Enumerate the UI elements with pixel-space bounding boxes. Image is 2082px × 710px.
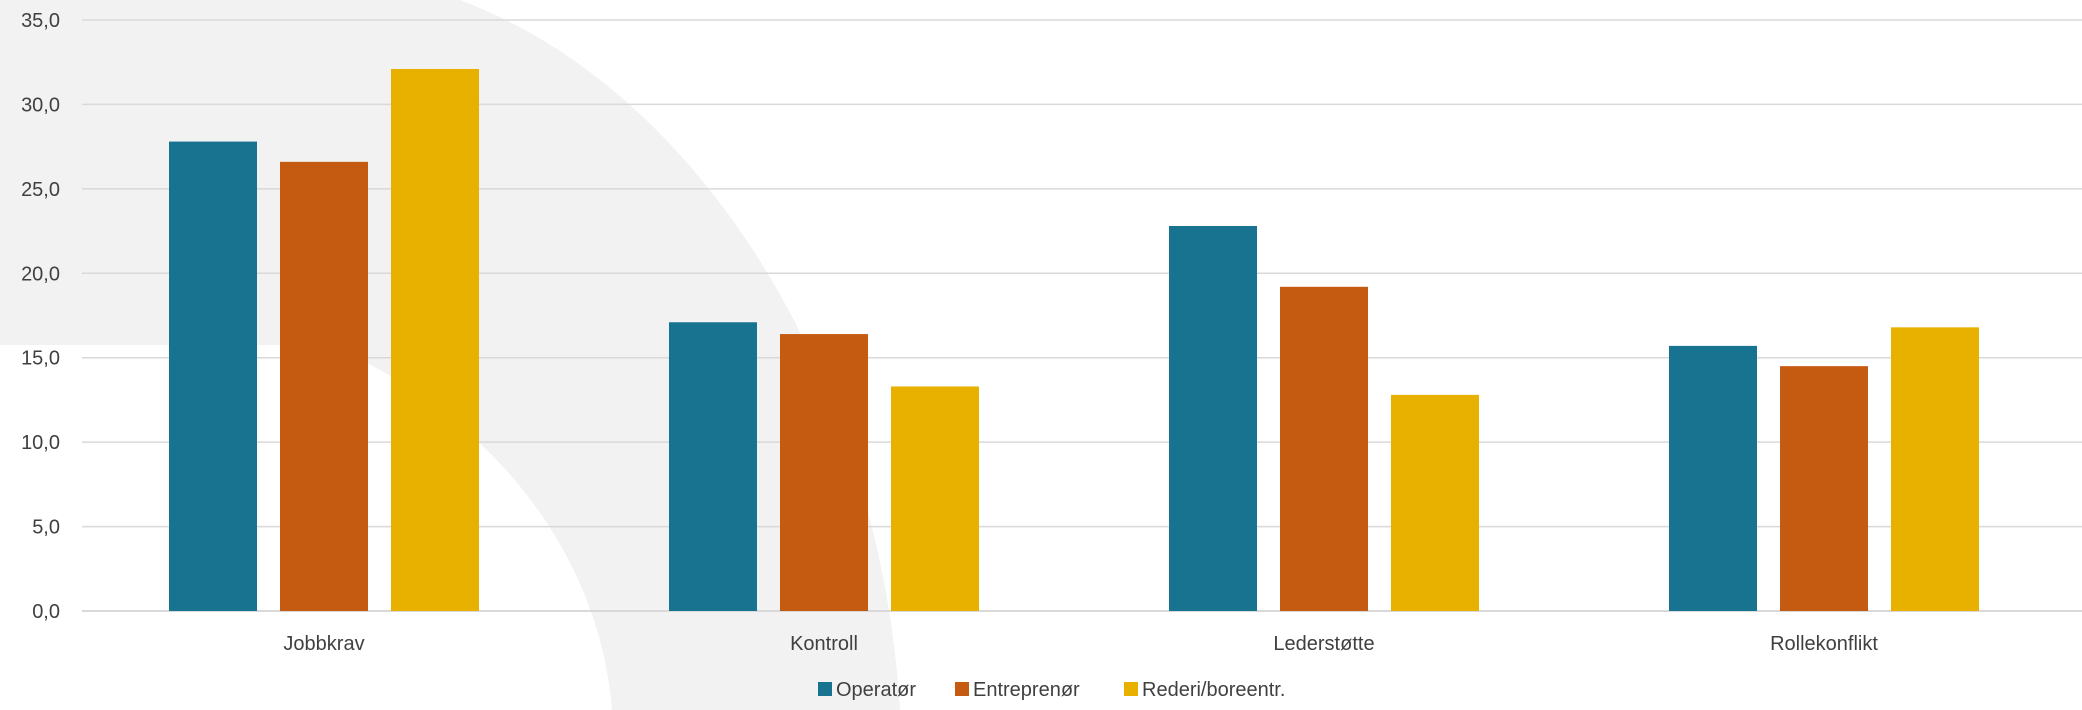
x-category-label: Kontroll [790,633,858,655]
bar-operat-r-lederst-tte [1169,226,1257,611]
bar-entrepren-r-jobbkrav [280,161,368,611]
bar-operat-r-kontroll [669,322,757,611]
bar-operat-r-jobbkrav [169,141,257,611]
x-category-label: Lederstøtte [1273,633,1374,655]
legend-swatch [818,682,832,696]
y-tick-label: 10,0 [21,432,60,454]
bar-operat-r-rollekonflikt [1669,345,1757,611]
x-category-label: Rollekonflikt [1770,633,1878,655]
bar-entrepren-r-rollekonflikt [1780,366,1868,611]
legend-swatch [1124,682,1138,696]
bar-entrepren-r-kontroll [780,334,868,611]
legend-label: Operatør [836,679,916,701]
legend-label: Entreprenør [973,679,1080,701]
y-tick-label: 25,0 [21,179,60,201]
legend-item[interactable]: Operatør [818,679,916,701]
bar-rederi-boreentr--jobbkrav [391,68,479,612]
y-tick-label: 0,0 [32,601,60,623]
legend-swatch [955,682,969,696]
y-tick-label: 30,0 [21,94,60,116]
bars [169,68,1979,612]
x-category-label: Jobbkrav [283,633,364,655]
bar-rederi-boreentr--rollekonflikt [1891,327,1979,611]
x-axis: Jobbkrav Kontroll Lederstøtte Rollekonflikt [283,633,1878,655]
legend-item[interactable]: Rederi/boreentr. [1124,679,1285,701]
bar-entrepren-r-lederst-tte [1280,286,1368,611]
y-tick-label: 35,0 [21,10,60,32]
legend[interactable]: Operatør Entreprenør Rederi/boreentr. [818,679,1285,701]
y-tick-label: 20,0 [21,263,60,285]
y-tick-label: 5,0 [32,517,60,539]
y-axis: 0,0 5,0 10,0 15,0 20,0 25,0 30,0 35,0 [21,10,60,623]
bar-rederi-boreentr--kontroll [891,386,979,611]
y-tick-label: 15,0 [21,348,60,370]
bar-rederi-boreentr--lederst-tte [1391,394,1479,611]
legend-item[interactable]: Entreprenør [955,679,1080,701]
legend-label: Rederi/boreentr. [1142,679,1285,701]
